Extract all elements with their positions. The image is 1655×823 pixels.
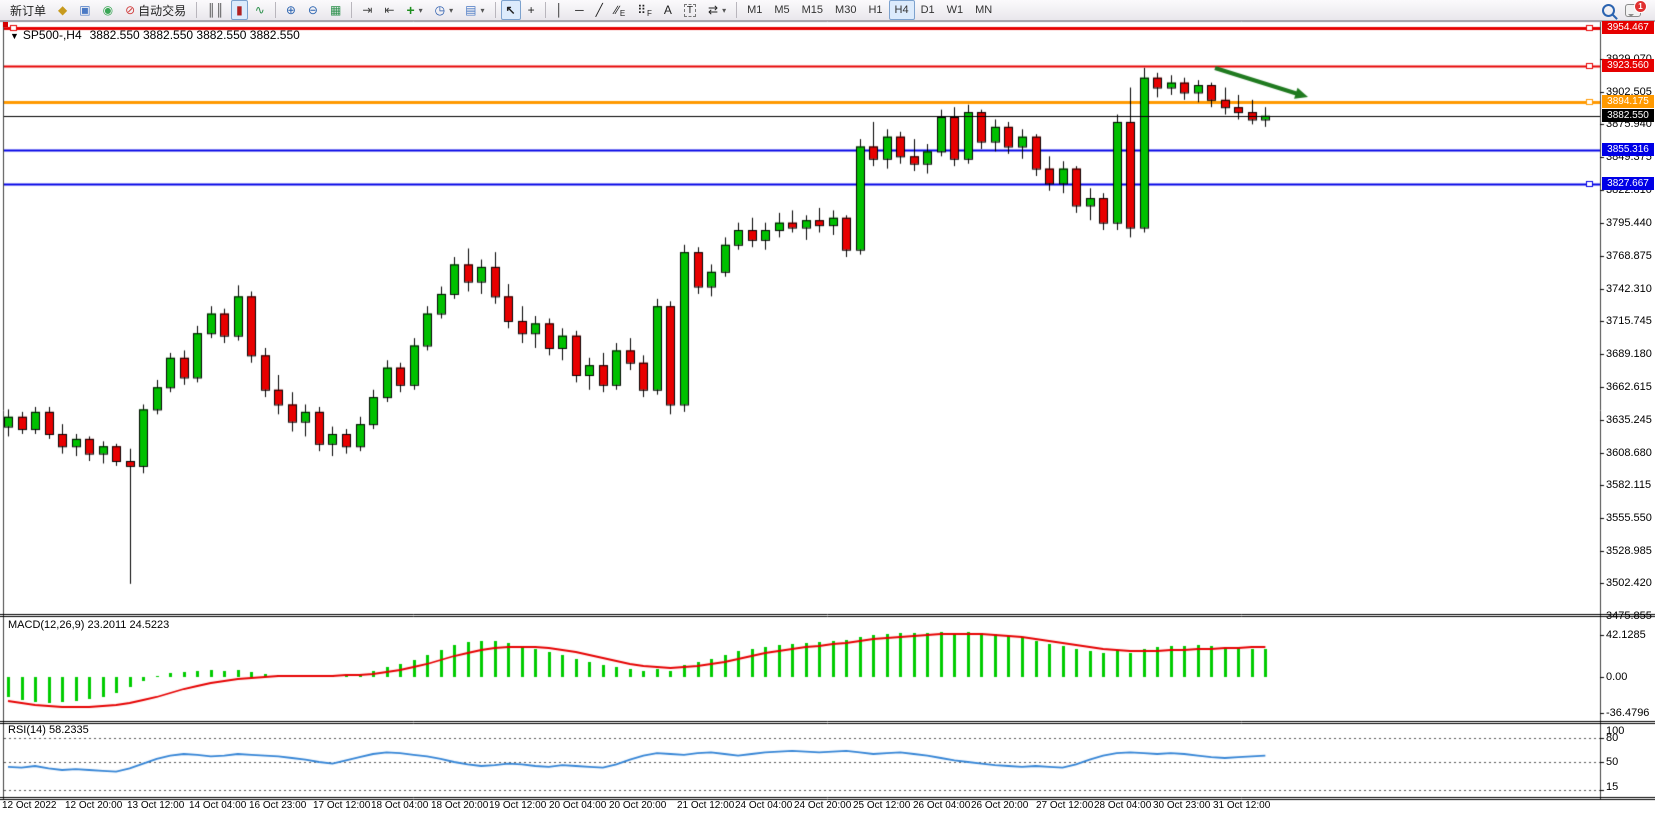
channel-icon[interactable]: ∕∕ E: [610, 0, 630, 20]
crosshair-icon[interactable]: +: [523, 0, 540, 20]
line-chart-icon: ∿: [254, 3, 265, 17]
timeframe-h1[interactable]: H1: [868, 4, 883, 16]
cursor-icon: ↖: [505, 3, 516, 17]
tile-windows-icon[interactable]: ▦: [325, 0, 346, 20]
market-watch-icon: ▣: [79, 3, 91, 17]
channel-icon: ∕∕: [614, 3, 619, 17]
toolbar-separator: [351, 2, 353, 18]
candlestick-chart-icon: ▮: [236, 3, 243, 17]
auto-scroll-icon: ⇥: [362, 3, 373, 17]
trendline-icon[interactable]: ╱: [591, 0, 608, 20]
text-tool-icon[interactable]: A: [659, 0, 677, 20]
timeframe-h4[interactable]: H4: [888, 0, 915, 20]
zoom-in-icon[interactable]: ⊕: [281, 0, 301, 20]
zoom-out-icon[interactable]: ⊖: [303, 0, 323, 20]
horizontal-line-icon[interactable]: ─: [570, 0, 589, 20]
horizontal-line-icon: ─: [575, 3, 584, 17]
chart-canvas[interactable]: [0, 21, 1655, 823]
fibonacci-icon[interactable]: ⠿ F: [632, 0, 657, 20]
main-toolbar: 新订单 ◆ ▣ ◉ ⊘ 自动交易 ║║ ▮ ∿ ⊕ ⊖ ▦ ⇥ ⇤ + ▾ ◷ ▾ ▤ ▾ ↖ + │ ─ ╱ ∕∕ E ⠿ F A T ⇄ ▾…: [0, 0, 1655, 21]
periods-clock-icon: ◷: [434, 3, 446, 17]
toolbar-separator: [274, 2, 276, 18]
indicators-add-icon[interactable]: + ▾: [401, 0, 427, 20]
signals-icon: ◉: [102, 3, 114, 17]
vertical-line-icon[interactable]: │: [551, 0, 569, 20]
dropdown-caret-icon: ▾: [480, 5, 485, 15]
channel-icon-letter: E: [619, 9, 626, 18]
timeframe-mn[interactable]: MN: [975, 4, 993, 16]
trendline-icon: ╱: [595, 3, 603, 17]
search-icon[interactable]: [1602, 4, 1615, 17]
tick-chart-icon[interactable]: ◆: [53, 0, 72, 20]
vertical-line-icon: │: [555, 3, 564, 17]
toolbar-buttons: 新订单 ◆ ▣ ◉ ⊘ 自动交易 ║║ ▮ ∿ ⊕ ⊖ ▦ ⇥ ⇤ + ▾ ◷ ▾ ▤ ▾ ↖ + │ ─ ╱ ∕∕ E ⠿ F A T ⇄ ▾: [4, 0, 741, 20]
toolbar-separator: [736, 2, 738, 18]
dropdown-caret-icon: ▾: [722, 5, 727, 15]
templates-icon: ▤: [465, 3, 477, 17]
chart-window: ▼ SP500-,H4 3882.550 3882.550 3882.550 388…: [0, 21, 1655, 823]
auto-trading-button-label: 自动交易: [138, 3, 187, 18]
chat-icon[interactable]: 1: [1625, 0, 1647, 17]
chart-shift-icon[interactable]: ⇤: [379, 0, 399, 20]
timeframe-m30[interactable]: M30: [835, 4, 857, 16]
crosshair-icon: +: [527, 3, 535, 17]
bar-chart-icon[interactable]: ║║: [202, 0, 229, 20]
toolbar-separator: [494, 2, 496, 18]
toolbar-separator: [544, 2, 546, 18]
zoom-out-icon: ⊖: [307, 3, 318, 17]
new-order-button[interactable]: 新订单: [10, 3, 47, 18]
timeframe-m15[interactable]: M15: [801, 4, 824, 16]
text-tool-icon: A: [663, 3, 672, 17]
dropdown-caret-icon: ▾: [449, 5, 454, 15]
fibonacci-icon: ⠿: [637, 3, 646, 17]
timeframe-m5[interactable]: M5: [774, 4, 790, 16]
toolbar-separator: [196, 2, 198, 18]
text-label-icon: T: [683, 3, 696, 17]
tile-windows-icon: ▦: [329, 3, 342, 17]
indicators-add-icon: +: [406, 2, 415, 18]
candlestick-chart-icon[interactable]: ▮: [231, 0, 248, 20]
auto-trading-button: ⊘: [125, 3, 136, 17]
timeframe-toolbar: M1 M5 M15 M30 H1 H4 D1 W1 MN: [741, 0, 998, 20]
tick-chart-icon: ◆: [58, 3, 68, 17]
periods-clock-icon[interactable]: ◷ ▾: [430, 0, 459, 20]
text-label-icon[interactable]: T: [679, 0, 701, 20]
timeframe-m1[interactable]: M1: [747, 4, 763, 16]
timeframe-w1[interactable]: W1: [946, 4, 964, 16]
timeframe-d1[interactable]: D1: [920, 4, 935, 16]
arrows-tool-icon[interactable]: ⇄ ▾: [703, 0, 731, 20]
auto-trading-button[interactable]: ⊘ 自动交易: [120, 0, 191, 20]
zoom-in-icon: ⊕: [285, 3, 296, 17]
chart-shift-icon: ⇤: [384, 3, 395, 17]
cursor-icon[interactable]: ↖: [500, 0, 521, 20]
auto-scroll-icon[interactable]: ⇥: [357, 0, 377, 20]
templates-icon[interactable]: ▤ ▾: [460, 0, 489, 20]
fibonacci-icon-letter: F: [646, 9, 652, 18]
arrows-tool-icon: ⇄: [708, 3, 719, 17]
line-chart-icon[interactable]: ∿: [250, 0, 270, 20]
notification-badge: 1: [1634, 0, 1647, 13]
dropdown-caret-icon: ▾: [418, 5, 423, 15]
bar-chart-icon: ║║: [207, 3, 225, 17]
market-watch-icon[interactable]: ▣: [74, 0, 95, 20]
signals-icon[interactable]: ◉: [98, 0, 118, 20]
